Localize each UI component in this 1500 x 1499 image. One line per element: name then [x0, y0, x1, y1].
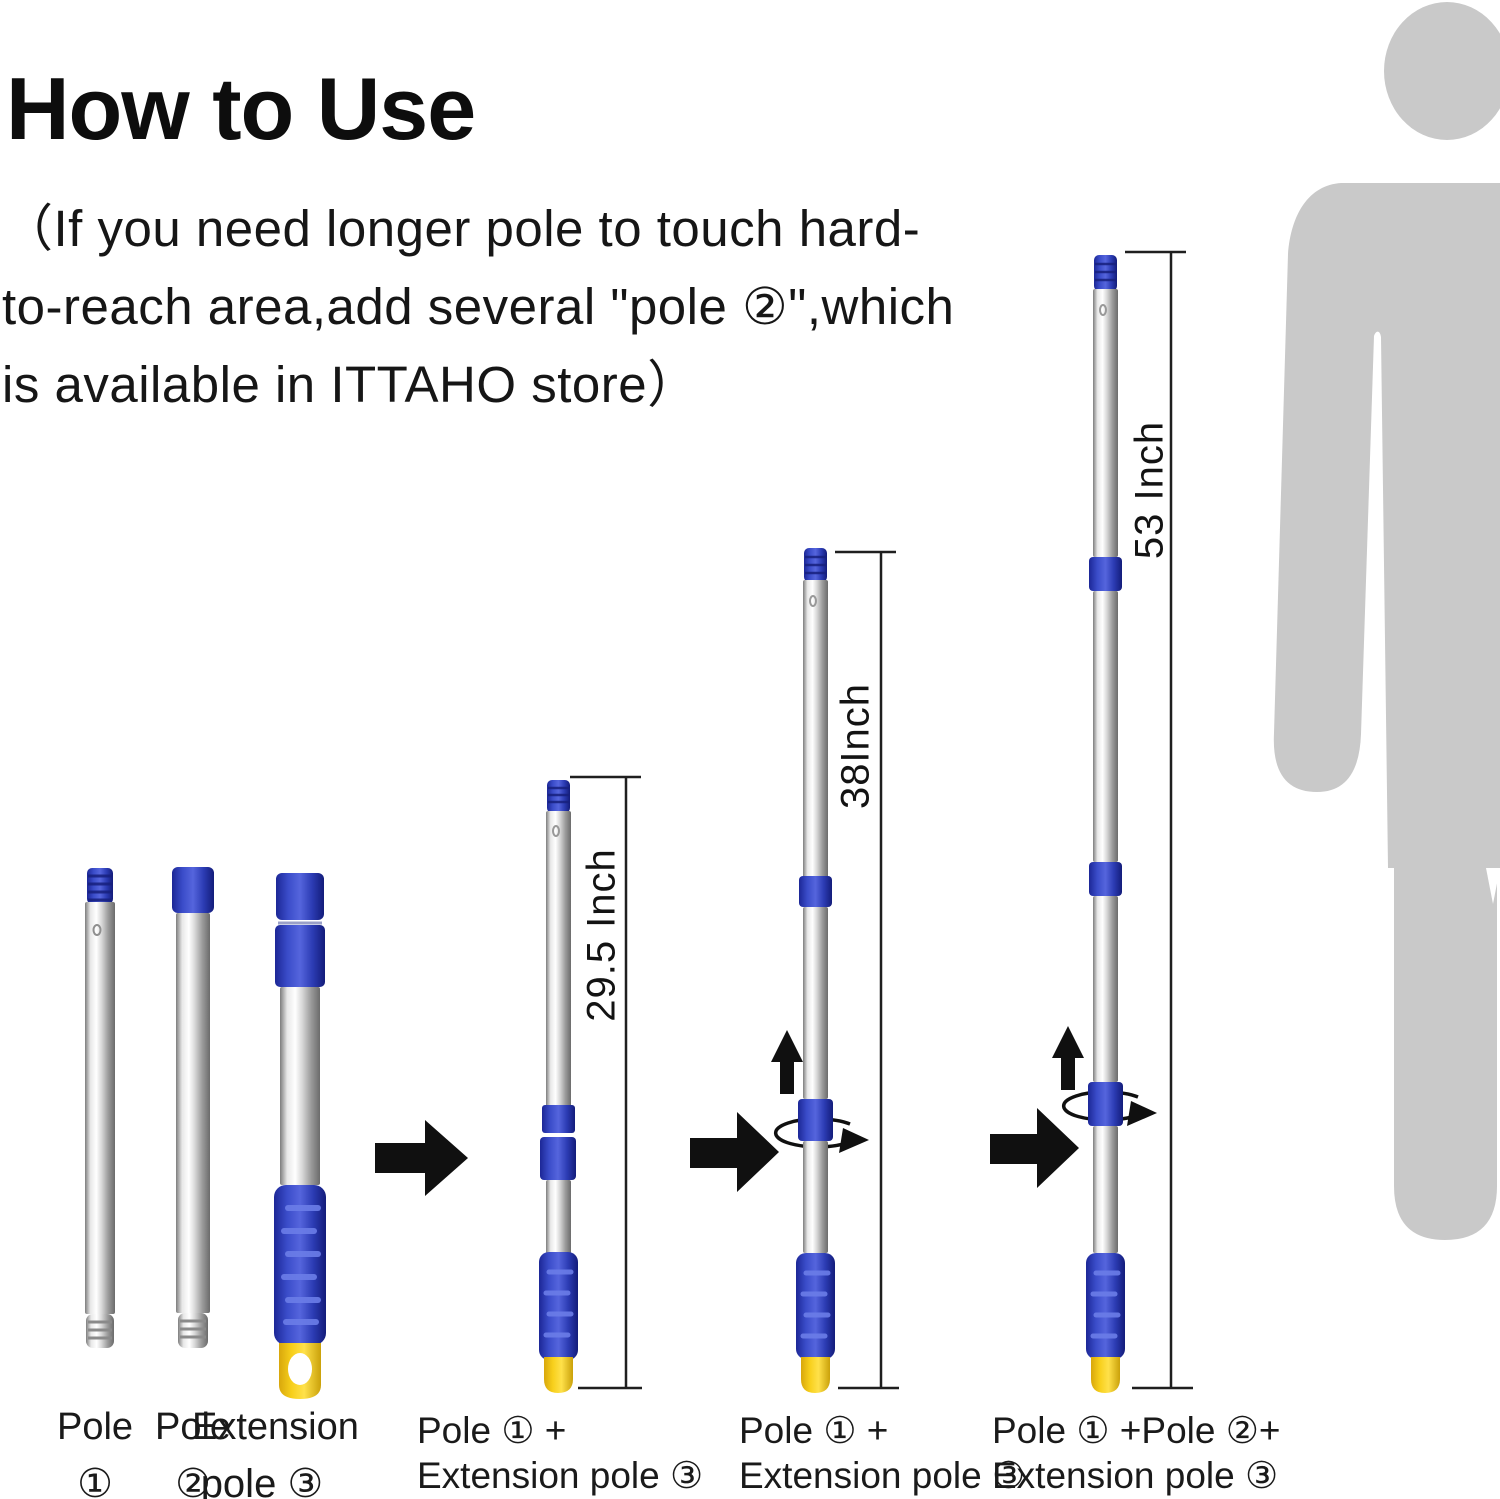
- pole-1-graphic: [85, 868, 115, 1348]
- label-pole-2: Pole ②: [138, 1406, 248, 1499]
- label-pole-1-number: ①: [77, 1462, 113, 1499]
- assembly-38-graphic: [796, 548, 835, 1393]
- caption-38: Pole ① + Extension pole ③: [739, 1408, 1025, 1498]
- caption-38-line-2: Extension pole ③: [739, 1455, 1026, 1496]
- length-label-53: 53 Inch: [1127, 420, 1172, 560]
- label-extension-pole-3: Extension pole ③: [192, 1406, 359, 1499]
- intro-paragraph: （If you need longer pole to touch hard- …: [2, 190, 954, 424]
- label-extension-pole-3-name: Extension: [192, 1406, 359, 1448]
- intro-line-3: is available in ITTAHO store）: [2, 356, 699, 413]
- assembly-53-graphic: [1086, 255, 1125, 1393]
- dimension-line-53: [1125, 250, 1193, 1390]
- intro-line-1: （If you need longer pole to touch hard-: [2, 200, 921, 257]
- right-arrow-icon: [375, 1120, 468, 1196]
- label-extension-pole-3-number: pole ③: [200, 1462, 324, 1499]
- dimension-line-38: [835, 550, 899, 1390]
- length-label-38: 38Inch: [833, 682, 878, 810]
- caption-53-line-2: Extension pole ③: [992, 1455, 1279, 1496]
- right-arrow-icon: [990, 1108, 1079, 1188]
- label-pole-1-name: Pole: [56, 1406, 134, 1448]
- intro-line-2: to-reach area,add several "pole ②",which: [2, 278, 955, 335]
- right-arrow-icon: [690, 1112, 779, 1192]
- caption-29-5-line-1: Pole ① +: [417, 1410, 567, 1451]
- caption-29-5: Pole ① + Extension pole ③: [417, 1408, 703, 1498]
- extension-pole-3-graphic: [274, 873, 326, 1399]
- dimension-line-29-5: [570, 775, 642, 1390]
- pole-2-graphic: [172, 867, 214, 1348]
- label-pole-2-number: ②: [175, 1462, 211, 1499]
- assembly-29-5-graphic: [539, 780, 578, 1393]
- up-arrow-icon: [771, 1030, 803, 1094]
- caption-53: Pole ① +Pole ②+ Extension pole ③: [992, 1408, 1281, 1498]
- person-silhouette-icon: [1273, 2, 1500, 1240]
- page-title: How to Use: [6, 59, 476, 158]
- up-arrow-icon: [1052, 1026, 1084, 1090]
- label-pole-1: Pole ①: [40, 1406, 150, 1499]
- label-pole-2-name: Pole: [154, 1406, 232, 1448]
- caption-29-5-line-2: Extension pole ③: [417, 1455, 704, 1496]
- caption-53-line-1: Pole ① +Pole ②+: [992, 1410, 1281, 1451]
- caption-38-line-1: Pole ① +: [739, 1410, 889, 1451]
- length-label-29-5: 29.5 Inch: [579, 848, 624, 1022]
